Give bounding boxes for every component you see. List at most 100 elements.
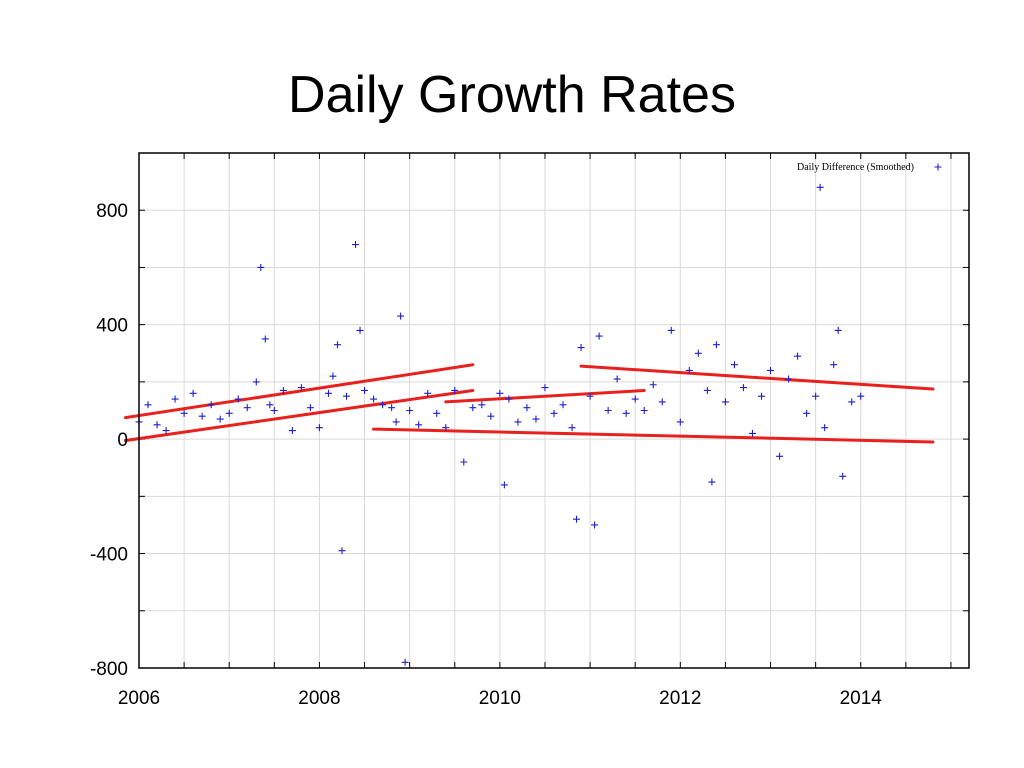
data-point	[433, 409, 441, 417]
y-tick-label: 0	[117, 430, 128, 451]
data-point	[703, 386, 711, 394]
data-point	[848, 398, 856, 406]
data-point	[834, 326, 842, 334]
data-point	[180, 409, 188, 417]
data-point	[324, 389, 332, 397]
trend-line	[444, 388, 646, 404]
data-point	[577, 344, 585, 352]
x-tick-label: 2010	[479, 688, 521, 709]
data-point	[329, 372, 337, 380]
data-point	[496, 389, 504, 397]
data-point	[198, 412, 206, 420]
data-point	[803, 409, 811, 417]
data-point	[812, 392, 820, 400]
data-point	[550, 409, 558, 417]
data-point	[153, 421, 161, 429]
data-point	[266, 401, 274, 409]
data-point	[532, 415, 540, 423]
data-point	[144, 401, 152, 409]
data-point	[279, 386, 287, 394]
data-point	[397, 312, 405, 320]
legend: Daily Difference (Smoothed)	[797, 162, 942, 173]
data-point	[171, 395, 179, 403]
trend-lines	[123, 363, 935, 444]
data-point	[189, 389, 197, 397]
y-tick-label: -800	[90, 659, 128, 680]
legend-marker	[934, 163, 942, 171]
data-point	[478, 401, 486, 409]
x-tick-label: 2008	[298, 688, 340, 709]
slide-title: Daily Growth Rates	[288, 66, 736, 124]
data-point	[767, 366, 775, 374]
data-point	[595, 332, 603, 340]
data-point	[559, 401, 567, 409]
data-point	[568, 424, 576, 432]
data-point	[257, 263, 265, 271]
data-point	[261, 335, 269, 343]
data-point	[839, 472, 847, 480]
data-point	[758, 392, 765, 400]
data-point	[315, 424, 323, 432]
data-point	[207, 401, 215, 409]
data-point	[816, 183, 824, 191]
data-point	[613, 375, 621, 383]
data-point	[785, 375, 793, 383]
data-point	[748, 429, 756, 437]
data-point	[361, 386, 369, 394]
data-point	[288, 427, 296, 435]
data-point	[252, 378, 260, 386]
y-tick-label: 400	[96, 316, 128, 337]
y-tick-label: -400	[90, 545, 128, 566]
data-point	[857, 392, 865, 400]
data-point	[541, 384, 549, 392]
x-tick-label: 2012	[659, 688, 701, 709]
data-point	[487, 412, 495, 420]
data-point	[333, 341, 341, 349]
data-point	[234, 395, 242, 403]
data-point	[406, 407, 414, 414]
plot-frame	[138, 152, 970, 669]
data-point	[573, 515, 581, 523]
data-point	[451, 386, 459, 394]
data-point	[500, 481, 508, 489]
data-point	[721, 398, 729, 406]
data-point	[830, 361, 838, 369]
data-point	[460, 458, 468, 466]
data-point	[297, 384, 305, 392]
data-point	[523, 404, 531, 412]
trend-line	[372, 427, 935, 444]
data-point	[469, 404, 477, 412]
legend-label: Daily Difference (Smoothed)	[797, 162, 914, 173]
trend-line	[579, 364, 935, 391]
data-point	[694, 349, 702, 357]
data-point	[505, 395, 513, 403]
data-point	[356, 326, 364, 334]
data-point	[631, 395, 639, 403]
data-point	[586, 392, 594, 400]
data-point	[338, 547, 346, 555]
data-points	[135, 183, 865, 666]
data-point	[640, 407, 648, 414]
data-point	[370, 395, 378, 403]
data-point	[776, 452, 784, 460]
data-point	[388, 404, 396, 412]
x-tick-label: 2006	[118, 688, 160, 709]
data-point	[415, 421, 423, 429]
data-point	[243, 404, 251, 412]
data-point	[821, 424, 829, 432]
y-tick-label: 800	[96, 201, 128, 222]
data-point	[685, 366, 693, 374]
tick-labels: 2006 2008 2010 2012 2014 -800 -400 0 400 800	[90, 201, 882, 709]
data-point	[676, 418, 684, 426]
trend-line	[123, 363, 475, 420]
data-point	[712, 341, 720, 349]
trend-line	[123, 388, 475, 443]
data-point	[622, 409, 630, 417]
data-point	[514, 418, 522, 426]
data-point	[343, 392, 350, 400]
data-point	[270, 407, 278, 414]
data-point	[649, 381, 657, 389]
data-point	[352, 241, 360, 249]
data-point	[392, 418, 400, 426]
